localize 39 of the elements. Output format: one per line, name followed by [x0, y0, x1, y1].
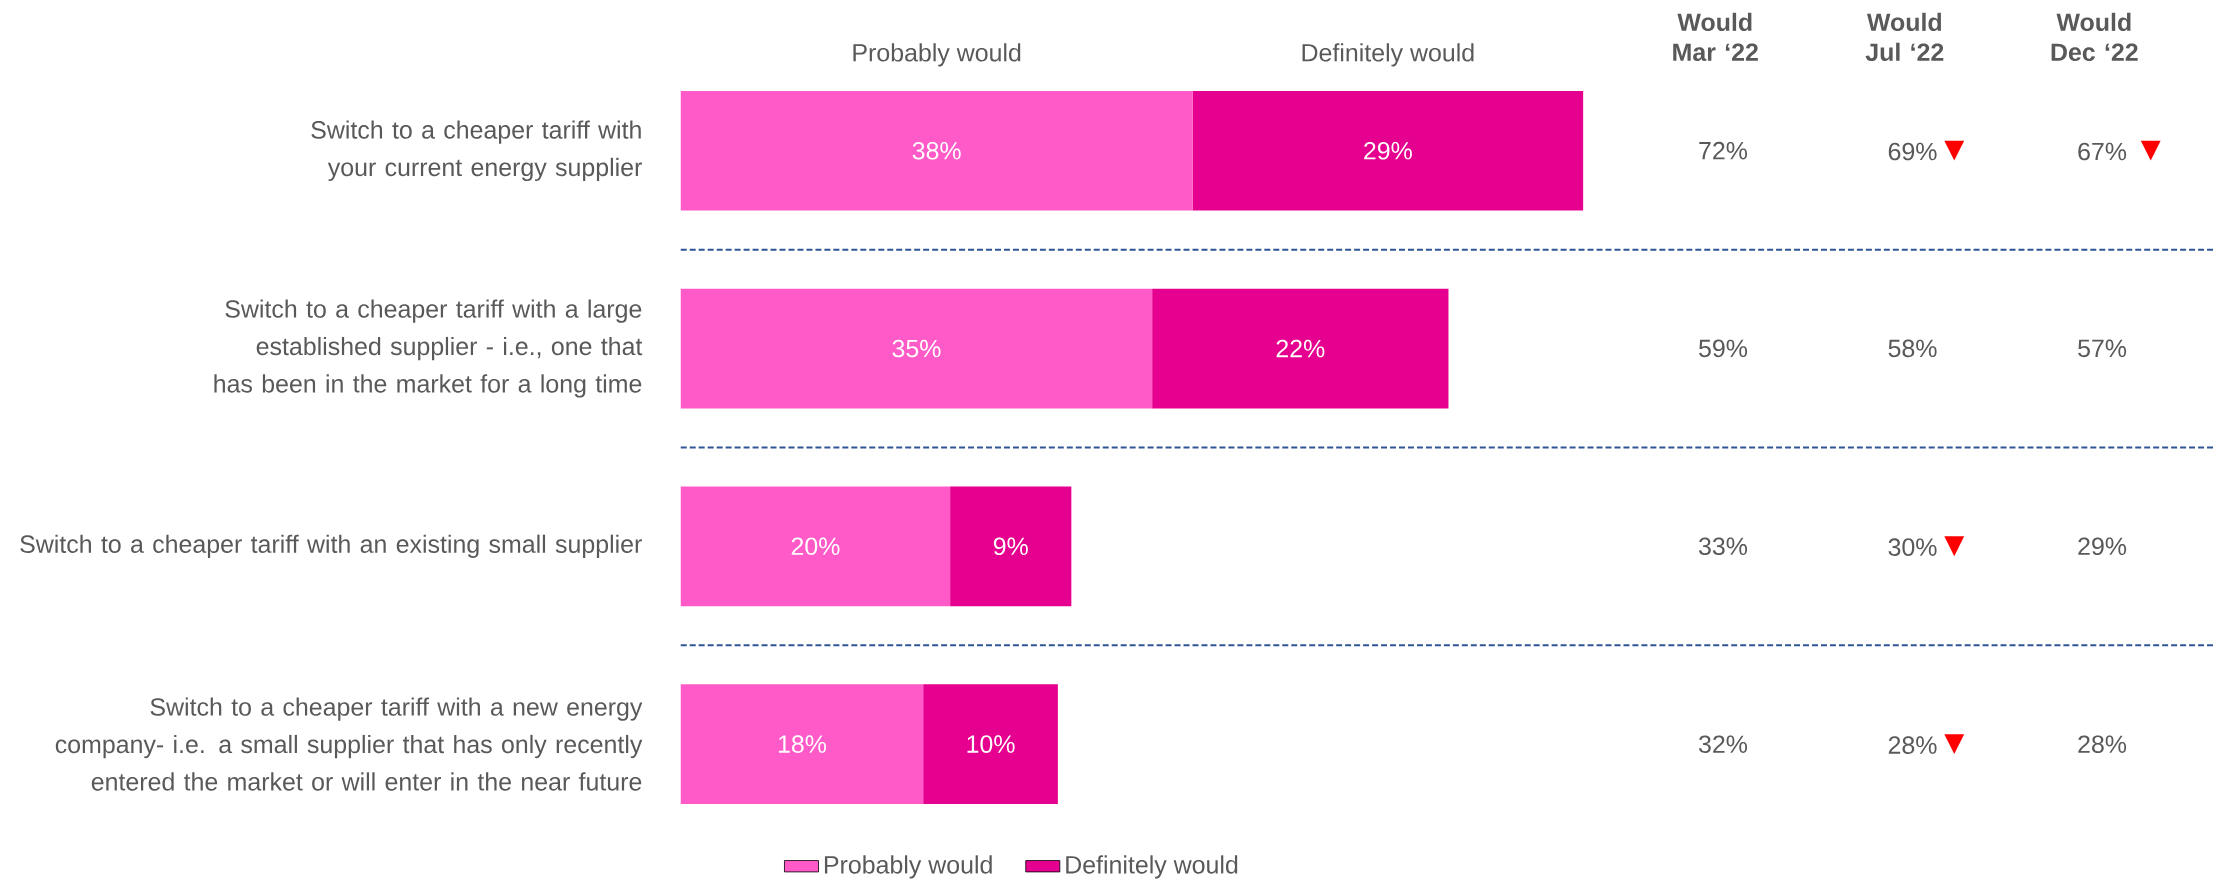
bar	[923, 684, 1058, 804]
legend-label: Definitely would	[1066, 855, 1238, 879]
text: 30%▼	[1888, 536, 1965, 557]
data-label: 35%	[892, 339, 941, 358]
legend-label: Probably would	[824, 855, 992, 879]
bar	[1192, 90, 1584, 211]
category-label: Would Mar ‘22	[1673, 12, 1758, 61]
bar	[950, 486, 1072, 607]
bar	[680, 288, 1153, 409]
y-tick-label: Switch to a cheaper tariff with a large established supplier - i.e., one that has been in the market for a long time	[214, 299, 643, 398]
text: 29%	[2078, 537, 2127, 556]
data-label: 9%	[993, 537, 1028, 556]
text: 69%▼	[1888, 140, 1965, 161]
data-label: 29%	[1364, 141, 1412, 160]
data-label: 18%	[778, 735, 827, 753]
data-label: 22%	[1276, 339, 1325, 358]
y-tick-label: Switch to a cheaper tariff with an existing small supplier	[20, 534, 642, 558]
bar	[1152, 288, 1449, 409]
text: 33%	[1698, 537, 1748, 556]
text: 57%	[2078, 339, 2127, 358]
data-label: 20%	[791, 537, 840, 556]
text: 59%	[1699, 339, 1748, 358]
text: 32%	[1698, 735, 1748, 753]
bar	[680, 486, 951, 607]
text: 67% ▼	[2078, 140, 2161, 161]
bar	[680, 684, 924, 804]
text: 72%	[1699, 141, 1748, 160]
text: 58%	[1888, 339, 1937, 358]
category-label: Would Dec ‘22	[2051, 12, 2138, 61]
y-tick-label: Switch to a cheaper tariff with a new energy company- i.e. a small supplier that has only recently entered the market or will enter in the near future	[55, 697, 643, 791]
data-label: 38%	[912, 141, 961, 160]
data-label: 10%	[967, 735, 1015, 753]
category-label: Would Jul ‘22	[1865, 12, 1944, 61]
text: 28%	[2078, 735, 2127, 753]
text: Probably would	[853, 43, 1021, 67]
text: 28%▼	[1888, 734, 1965, 755]
text: Definitely would	[1302, 43, 1474, 67]
bar	[680, 90, 1193, 211]
y-tick-label: Switch to a cheaper tariff with your current energy supplier	[311, 120, 642, 182]
